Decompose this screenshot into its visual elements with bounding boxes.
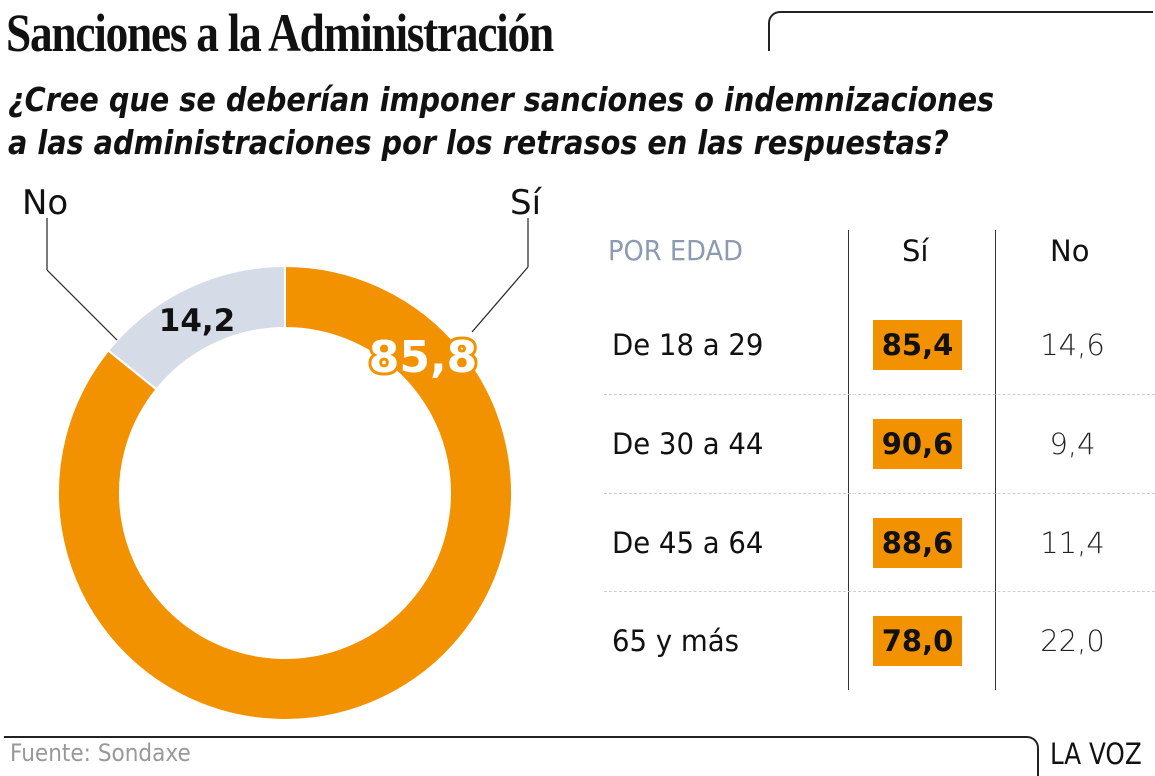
no-leader-line-diag bbox=[46, 269, 118, 341]
row-separator bbox=[604, 493, 1155, 494]
column-header-no: No bbox=[1050, 234, 1090, 268]
si-value: 88,6 bbox=[873, 517, 962, 568]
source-note: Fuente: Sondaxe bbox=[10, 739, 191, 767]
subtitle-line-1: ¿Cree que se deberían imponer sanciones … bbox=[8, 80, 995, 119]
row-separator bbox=[604, 591, 1155, 592]
table-row: De 45 a 64 88,6 11,4 bbox=[590, 493, 1155, 592]
si-value: 90,6 bbox=[873, 418, 962, 469]
si-leader-line-diag bbox=[471, 266, 529, 333]
subtitle-line-2: a las administraciones por los retrasos … bbox=[8, 123, 949, 162]
donut-chart: No Sí 14,2 85,8 bbox=[22, 183, 543, 721]
donut-slice-no bbox=[106, 264, 286, 391]
title-rule bbox=[768, 11, 1153, 51]
column-divider-1 bbox=[848, 230, 849, 690]
data-label-si: 85,8 bbox=[369, 332, 478, 383]
age-group-label: De 30 a 44 bbox=[612, 426, 764, 461]
table-row: De 18 a 29 85,4 14,6 bbox=[590, 295, 1155, 394]
age-table: POR EDAD Sí No De 18 a 29 85,4 14,6 De 3… bbox=[590, 220, 1155, 700]
age-group-label: De 18 a 29 bbox=[612, 327, 764, 362]
si-value: 85,4 bbox=[873, 319, 962, 370]
no-value: 22,0 bbox=[1040, 623, 1105, 658]
no-value: 9,4 bbox=[1049, 426, 1096, 461]
table-row: De 30 a 44 90,6 9,4 bbox=[590, 394, 1155, 493]
data-label-no: 14,2 bbox=[159, 303, 236, 339]
donut-slice-si bbox=[57, 264, 513, 721]
age-group-label: 65 y más bbox=[612, 623, 739, 658]
si-value: 78,0 bbox=[873, 615, 962, 666]
brand-logo: LA VOZ bbox=[1050, 737, 1142, 771]
age-group-label: De 45 a 64 bbox=[612, 525, 764, 560]
table-row: 65 y más 78,0 22,0 bbox=[590, 591, 1155, 690]
column-divider-2 bbox=[995, 230, 996, 690]
column-header-si: Sí bbox=[902, 234, 929, 268]
table-title: POR EDAD bbox=[608, 234, 744, 267]
footer-rule bbox=[4, 736, 1039, 776]
legend-label-no: No bbox=[22, 183, 68, 223]
no-value: 11,4 bbox=[1040, 525, 1105, 560]
chart-title: Sanciones a la Administración bbox=[6, 3, 554, 63]
legend-label-si: Sí bbox=[510, 183, 543, 223]
row-separator bbox=[604, 394, 1155, 395]
no-value: 14,6 bbox=[1040, 327, 1105, 362]
